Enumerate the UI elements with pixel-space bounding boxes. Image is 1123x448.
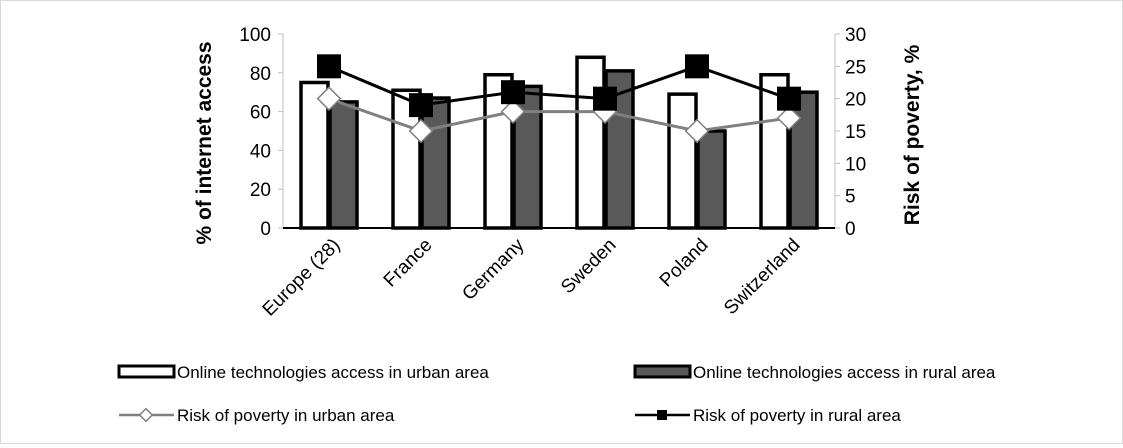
legend-marker-urban-poverty	[138, 407, 154, 423]
right-axis-tick-label: 0	[845, 219, 856, 240]
line-rural-poverty	[328, 64, 790, 107]
legend-swatch-rural-access	[633, 364, 692, 379]
right-axis-tick-label: 10	[845, 154, 866, 175]
point-rural-poverty	[593, 86, 617, 111]
bar-urban-access	[575, 55, 606, 230]
left-axis-tick-label: 100	[239, 25, 271, 46]
legend-label-urban-access: Online technologies access in urban area	[177, 363, 489, 382]
point-urban-poverty	[316, 86, 342, 112]
left-axis-tick-label: 20	[250, 180, 271, 201]
point-urban-poverty	[500, 99, 526, 124]
x-axis-tick-label: Switzerland	[720, 235, 804, 319]
point-rural-poverty	[777, 86, 801, 111]
point-urban-poverty	[408, 118, 434, 144]
x-axis-tick-label: France	[380, 235, 437, 292]
legend-item-urban-poverty: Risk of poverty in urban area	[119, 406, 395, 425]
point-rural-poverty	[317, 54, 341, 79]
x-axis-tick-label: Sweden	[557, 235, 620, 298]
x-axis-tick-label: Poland	[656, 235, 713, 292]
point-urban-poverty	[684, 118, 710, 144]
plot-area	[299, 54, 819, 230]
legend-label-rural-poverty: Risk of poverty in rural area	[693, 406, 901, 425]
legend-label-rural-access: Online technologies access in rural area	[693, 363, 996, 382]
legend-marker-rural-poverty	[657, 410, 667, 420]
left-axis-tick-label: 40	[250, 141, 271, 162]
x-axis-tick-label: Germany	[458, 234, 528, 304]
right-axis: 0 5 10 15 20 25 30	[834, 25, 866, 240]
right-axis-tick-label: 30	[845, 25, 866, 46]
legend-item-rural-poverty: Risk of poverty in rural area	[635, 406, 901, 425]
right-axis-tick-label: 5	[845, 187, 856, 208]
right-axis-tick-label: 25	[845, 57, 866, 78]
x-axis: Europe (28) France Germany Sweden Poland Swit…	[259, 227, 835, 321]
bar-rural-access	[328, 100, 359, 230]
bar-rural-access	[420, 96, 451, 230]
left-axis-tick-label: 0	[260, 219, 271, 240]
left-axis-tick-label: 80	[250, 64, 271, 85]
bar-urban-access	[667, 92, 698, 230]
left-axis-tick-label: 60	[250, 103, 271, 124]
point-urban-poverty	[776, 105, 802, 131]
right-axis-tick-label: 15	[845, 122, 866, 143]
right-axis-tick-label: 20	[845, 90, 866, 111]
legend-swatch-urban-access	[117, 364, 176, 379]
legend-item-rural-access: Online technologies access in rural area	[633, 363, 996, 382]
line-urban-poverty	[328, 97, 790, 133]
point-rural-poverty	[501, 80, 525, 105]
legend: Online technologies access in urban area…	[117, 363, 996, 425]
bar-urban-access	[759, 72, 790, 230]
right-axis-title: Risk of poverty, %	[901, 44, 924, 225]
bar-rural-access	[696, 129, 727, 230]
x-axis-tick-label: Europe (28)	[259, 235, 345, 321]
left-axis-title: % of internet access	[193, 41, 216, 244]
left-axis: 0 20 40 60 80 100	[239, 25, 284, 240]
point-rural-poverty	[409, 93, 433, 118]
point-rural-poverty	[685, 54, 709, 79]
legend-label-urban-poverty: Risk of poverty in urban area	[177, 406, 395, 425]
legend-item-urban-access: Online technologies access in urban area	[117, 363, 489, 382]
